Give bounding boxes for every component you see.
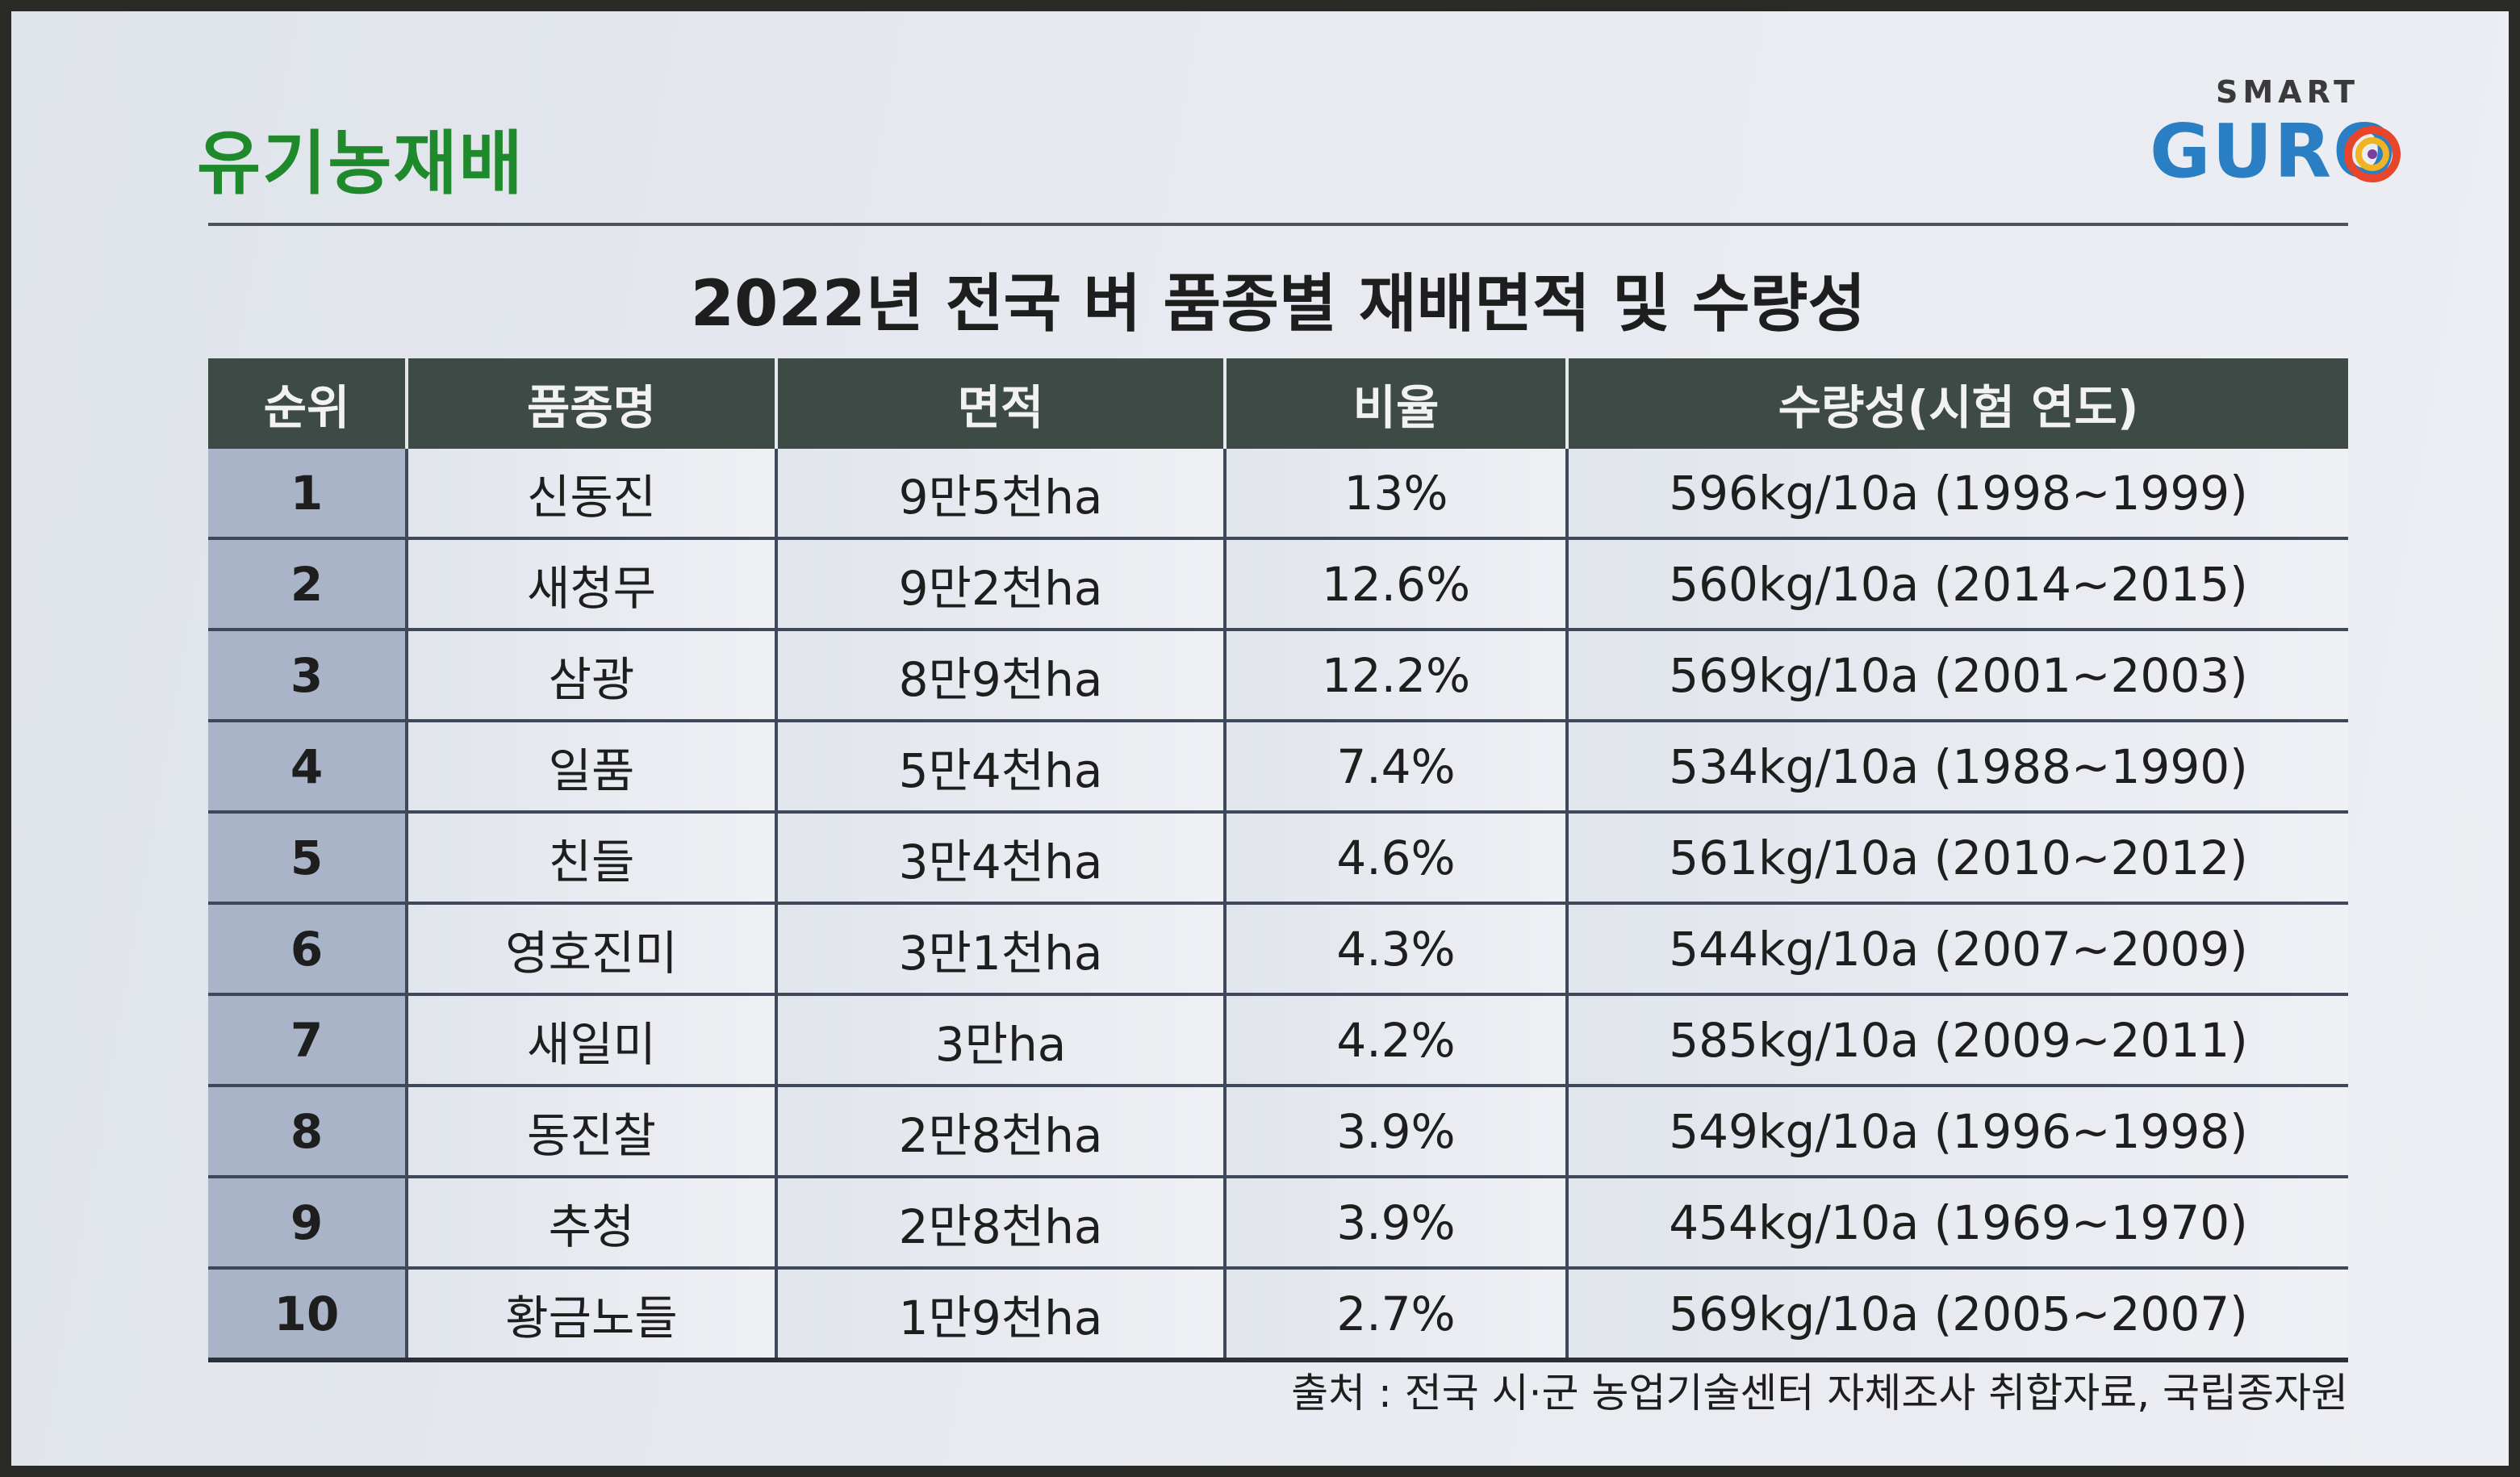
table-row: 4 일품 5만4천ha 7.4% 534kg/10a (1988~1990) — [208, 721, 2348, 814]
rank-cell: 2 — [208, 538, 408, 631]
variety-cell: 신동진 — [407, 449, 778, 540]
variety-cell: 친들 — [407, 812, 778, 905]
yield-cell: 534kg/10a (1988~1990) — [1567, 721, 2348, 814]
table-title: 2022년 전국 벼 품종별 재배면적 및 수량성 — [690, 268, 1866, 341]
ratio-cell: 4.3% — [1225, 903, 1569, 996]
logo-guro-text: GURO — [2150, 108, 2397, 195]
area-cell: 3만4천ha — [776, 812, 1227, 905]
ratio-cell: 2.7% — [1225, 1268, 1569, 1362]
area-cell: 9만5천ha — [776, 449, 1227, 540]
variety-cell: 영호진미 — [407, 903, 778, 996]
rank-cell: 10 — [208, 1268, 408, 1362]
ratio-cell: 7.4% — [1225, 721, 1569, 814]
ratio-cell: 12.2% — [1225, 630, 1569, 722]
area-cell: 2만8천ha — [776, 1177, 1227, 1270]
rank-cell: 7 — [208, 994, 408, 1087]
yield-cell: 454kg/10a (1969~1970) — [1567, 1177, 2348, 1270]
rank-cell: 4 — [208, 721, 408, 814]
header-divider — [208, 223, 2348, 226]
area-cell: 5만4천ha — [776, 721, 1227, 814]
col-header-variety: 품종명 — [407, 358, 778, 449]
yield-cell: 596kg/10a (1998~1999) — [1567, 449, 2348, 540]
ratio-cell: 4.2% — [1225, 994, 1569, 1087]
area-cell: 3만1천ha — [776, 903, 1227, 996]
rice-variety-table: 순위 품종명 면적 비율 수량성(시험 연도) 1 신동진 9만5천ha 13%… — [208, 358, 2348, 1362]
table-row: 1 신동진 9만5천ha 13% 596kg/10a (1998~1999) — [208, 449, 2348, 540]
area-cell: 2만8천ha — [776, 1086, 1227, 1178]
table-row: 8 동진찰 2만8천ha 3.9% 549kg/10a (1996~1998) — [208, 1086, 2348, 1178]
variety-cell: 새일미 — [407, 994, 778, 1087]
table-row: 9 추청 2만8천ha 3.9% 454kg/10a (1969~1970) — [208, 1177, 2348, 1270]
col-header-yield: 수량성(시험 연도) — [1567, 358, 2348, 449]
rank-cell: 6 — [208, 903, 408, 996]
logo-guro-mark: GURO — [2150, 108, 2401, 195]
variety-cell: 추청 — [407, 1177, 778, 1270]
area-cell: 1만9천ha — [776, 1268, 1227, 1362]
col-header-area: 면적 — [776, 358, 1227, 449]
col-header-ratio: 비율 — [1225, 358, 1569, 449]
yield-cell: 585kg/10a (2009~2011) — [1567, 994, 2348, 1087]
rank-cell: 1 — [208, 449, 408, 540]
variety-cell: 삼광 — [407, 630, 778, 722]
table-row: 7 새일미 3만ha 4.2% 585kg/10a (2009~2011) — [208, 994, 2348, 1087]
ratio-cell: 12.6% — [1225, 538, 1569, 631]
area-cell: 8만9천ha — [776, 630, 1227, 722]
variety-cell: 황금노들 — [407, 1268, 778, 1362]
variety-cell: 새청무 — [407, 538, 778, 631]
source-note: 출처 : 전국 시·군 농업기술센터 자체조사 취합자료, 국립종자원 — [1291, 1370, 2348, 1416]
ratio-cell: 4.6% — [1225, 812, 1569, 905]
area-cell: 9만2천ha — [776, 538, 1227, 631]
ratio-cell: 3.9% — [1225, 1086, 1569, 1178]
table-row: 10 황금노들 1만9천ha 2.7% 569kg/10a (2005~2007… — [208, 1268, 2348, 1362]
rank-cell: 9 — [208, 1177, 408, 1270]
yield-cell: 569kg/10a (2005~2007) — [1567, 1268, 2348, 1362]
smart-guro-logo: SMART GURO — [2150, 68, 2408, 197]
col-header-rank: 순위 — [208, 358, 408, 449]
variety-cell: 동진찰 — [407, 1086, 778, 1178]
area-cell: 3만ha — [776, 994, 1227, 1087]
table-header-row: 순위 품종명 면적 비율 수량성(시험 연도) — [208, 358, 2348, 449]
ratio-cell: 13% — [1225, 449, 1569, 540]
rank-cell: 3 — [208, 630, 408, 722]
table-row: 3 삼광 8만9천ha 12.2% 569kg/10a (2001~2003) — [208, 630, 2348, 722]
table-row: 2 새청무 9만2천ha 12.6% 560kg/10a (2014~2015) — [208, 538, 2348, 631]
ratio-cell: 3.9% — [1225, 1177, 1569, 1270]
rank-cell: 5 — [208, 812, 408, 905]
yield-cell: 560kg/10a (2014~2015) — [1567, 538, 2348, 631]
presentation-screen: 유기농재배 SMART GURO 2022년 전국 벼 품종별 재배면적 및 수… — [11, 11, 2509, 1466]
rank-cell: 8 — [208, 1086, 408, 1178]
yield-cell: 561kg/10a (2010~2012) — [1567, 812, 2348, 905]
section-title: 유기농재배 — [197, 123, 524, 204]
yield-cell: 544kg/10a (2007~2009) — [1567, 903, 2348, 996]
table-row: 5 친들 3만4천ha 4.6% 561kg/10a (2010~2012) — [208, 812, 2348, 905]
yield-cell: 549kg/10a (1996~1998) — [1567, 1086, 2348, 1178]
yield-cell: 569kg/10a (2001~2003) — [1567, 630, 2348, 722]
variety-cell: 일품 — [407, 721, 778, 814]
logo-smart-text: SMART — [2216, 74, 2360, 110]
table-row: 6 영호진미 3만1천ha 4.3% 544kg/10a (2007~2009) — [208, 903, 2348, 996]
